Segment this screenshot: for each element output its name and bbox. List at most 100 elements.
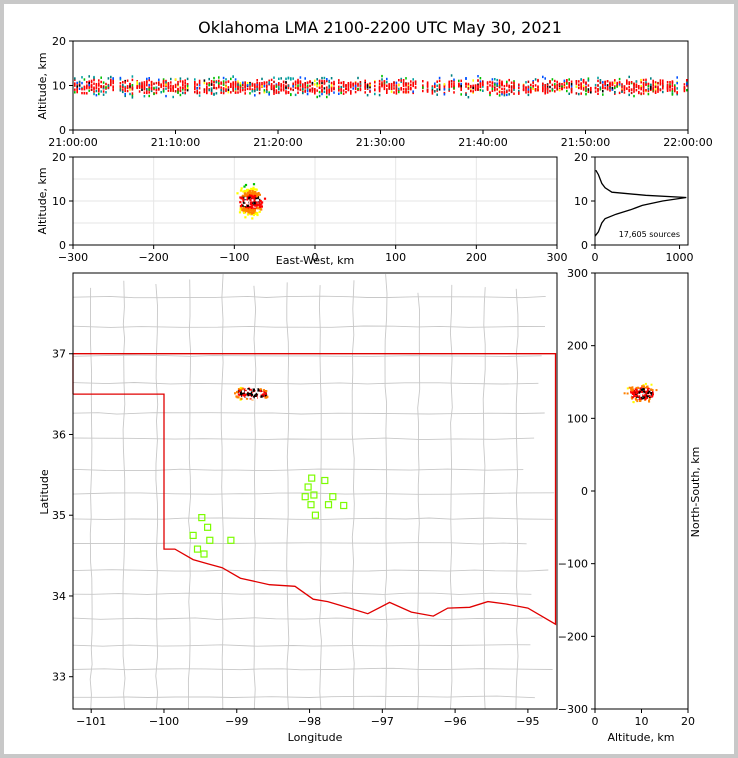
time-height-source — [527, 90, 530, 94]
plan-view-source — [254, 397, 257, 400]
time-height-source — [489, 93, 491, 97]
ew-source — [245, 196, 248, 199]
time-height-source — [431, 85, 434, 88]
lma-station-marker — [308, 474, 316, 482]
time-height-source — [381, 83, 383, 86]
time-height-source — [386, 88, 388, 91]
time-height-source — [263, 84, 266, 88]
time-height-source — [570, 90, 573, 93]
time-height-source — [426, 82, 429, 86]
time-height-source — [239, 86, 242, 89]
time-height-source — [527, 85, 530, 89]
ns-ytick-label: 0 — [581, 485, 588, 498]
time-height-source — [410, 87, 412, 91]
ns-ytick-label: −100 — [558, 558, 588, 571]
time-height-source — [282, 89, 285, 92]
ew-source — [244, 197, 247, 200]
time-height-source — [131, 94, 134, 97]
time-height-source — [76, 88, 78, 91]
time-height-source — [177, 88, 179, 91]
time-height-source — [95, 84, 98, 87]
ew-source — [256, 199, 260, 202]
time-height-source — [254, 89, 256, 93]
plan-view-source — [260, 395, 263, 398]
time-height-source — [299, 85, 302, 88]
time-height-source — [261, 82, 263, 85]
ew-source — [242, 201, 246, 204]
time-height-source — [74, 82, 76, 85]
county-line — [72, 412, 545, 415]
ns-source — [650, 388, 653, 391]
time-height-source — [359, 82, 362, 85]
time-height-source — [338, 81, 340, 85]
ns-source — [650, 392, 653, 394]
time-height-source — [554, 83, 556, 86]
plan-view-source — [248, 392, 251, 395]
time-height-source — [158, 83, 160, 86]
time-height-source — [326, 92, 328, 95]
time-height-source — [623, 91, 626, 94]
time-height-source — [563, 84, 566, 87]
time-height-source — [138, 86, 141, 89]
time-height-source — [290, 93, 292, 96]
time-height-source — [345, 84, 347, 88]
time-height-source — [138, 82, 141, 86]
time-height-source — [266, 84, 268, 87]
ns-ytick-label: 200 — [567, 340, 588, 353]
time-height-source — [184, 91, 186, 94]
time-height-source — [405, 89, 407, 92]
time-height-source — [369, 85, 371, 88]
time-height-source — [527, 88, 530, 91]
time-height-source — [179, 80, 182, 83]
ew-source — [258, 203, 261, 206]
time-height-source — [119, 82, 122, 85]
time-height-source — [268, 91, 270, 94]
time-height-source — [585, 86, 587, 89]
time-height-source — [304, 86, 306, 89]
county-line — [72, 437, 535, 441]
ns-source — [630, 388, 633, 391]
ew-source — [263, 197, 267, 200]
time-height-source — [314, 90, 316, 94]
time-height-source — [479, 88, 482, 92]
ew-source — [246, 198, 249, 201]
time-height-source — [160, 83, 162, 86]
time-height-source — [210, 83, 213, 86]
time-height-source — [614, 79, 616, 82]
time-height-source — [686, 81, 688, 84]
time-height-source — [546, 88, 549, 91]
time-height-source — [467, 87, 470, 90]
time-height-source — [453, 80, 455, 83]
time-height-source — [297, 80, 299, 83]
time-height-source — [222, 80, 225, 83]
ns-source — [643, 390, 646, 393]
time-height-source — [258, 91, 261, 95]
ew-xtick-label: −100 — [219, 251, 249, 264]
ns-xtick-label: 20 — [681, 715, 695, 728]
time-height-source — [609, 87, 611, 90]
time-height-source — [234, 85, 237, 88]
time-height-source — [633, 90, 635, 93]
time-height-source — [438, 76, 441, 80]
time-height-source — [119, 76, 122, 80]
ns-source — [631, 393, 634, 395]
time-height-source — [486, 87, 489, 91]
ew-source — [246, 200, 249, 203]
time-height-source — [273, 84, 275, 88]
time-height-source — [153, 82, 155, 85]
time-height-source — [182, 88, 184, 91]
time-height-source — [477, 79, 479, 82]
east-west-ylabel: Altitude, km — [36, 167, 49, 234]
lma-station-marker — [204, 523, 212, 531]
time-height-source — [86, 84, 88, 87]
plan-view-source — [244, 391, 248, 394]
ew-source — [244, 183, 248, 187]
time-height-source — [527, 80, 530, 83]
time-height-source — [146, 91, 148, 95]
time-height-source — [232, 81, 234, 84]
time-height-source — [294, 86, 297, 89]
time-height-source — [249, 92, 251, 95]
time-height-source — [570, 83, 573, 86]
time-height-source — [165, 83, 167, 86]
time-height-source — [381, 78, 383, 81]
